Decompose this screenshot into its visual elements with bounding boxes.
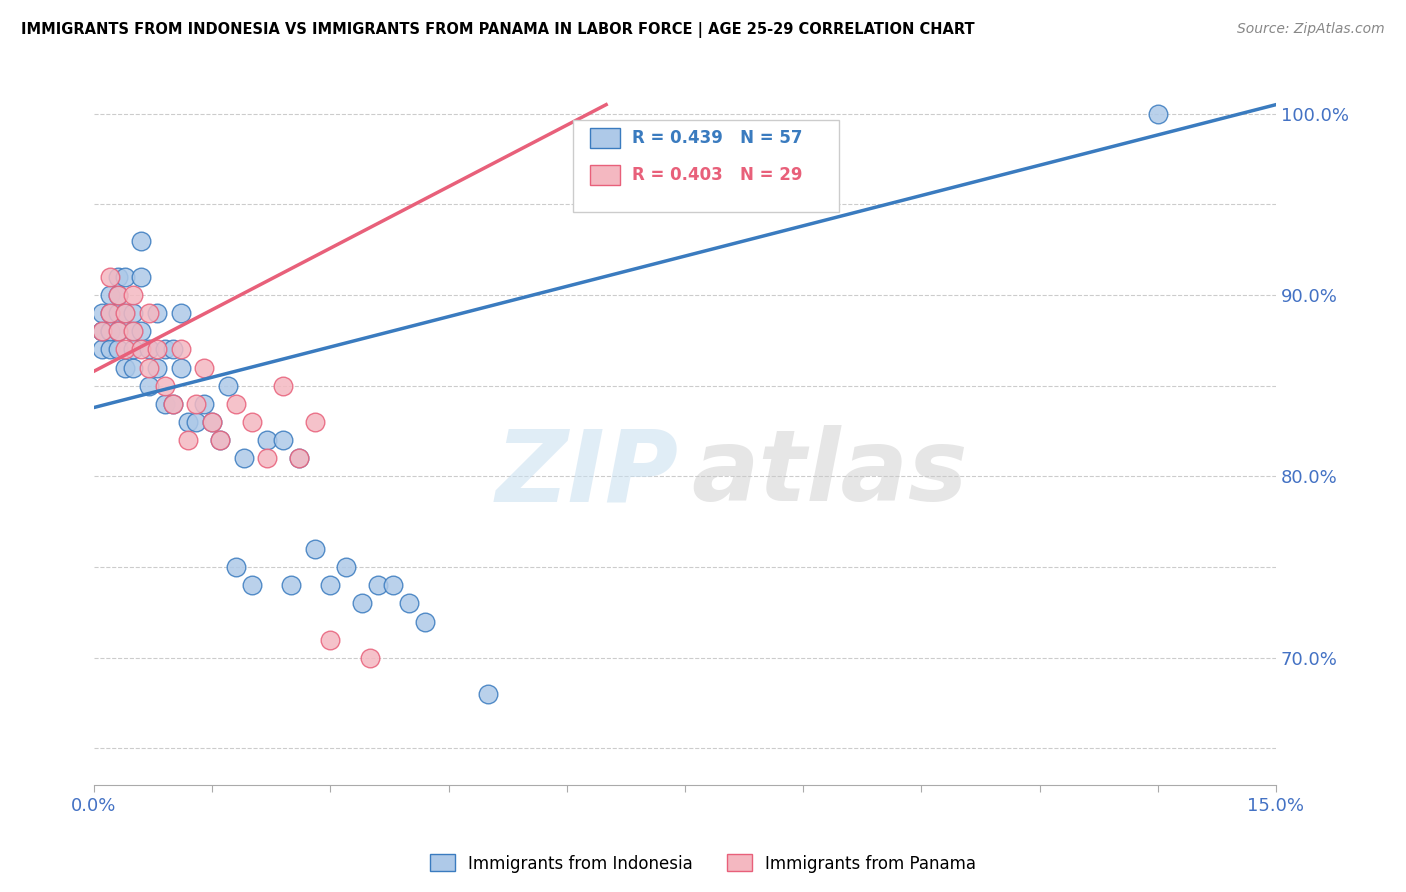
Point [90, 343, 112, 357]
Point [319, 578, 342, 592]
Point [114, 343, 136, 357]
Point [114, 306, 136, 320]
Point [477, 687, 499, 701]
FancyBboxPatch shape [572, 120, 838, 211]
Point [240, 415, 263, 429]
Point [107, 306, 129, 320]
Text: Source: ZipAtlas.com: Source: ZipAtlas.com [1237, 22, 1385, 37]
Point [304, 541, 326, 556]
Point [288, 451, 311, 466]
Point [335, 560, 357, 574]
Point [138, 360, 160, 375]
Point [98, 343, 121, 357]
Text: atlas: atlas [690, 425, 967, 522]
Point [162, 397, 184, 411]
Point [98, 324, 121, 338]
Point [146, 343, 169, 357]
Point [162, 343, 184, 357]
Point [240, 578, 263, 592]
Point [90, 324, 112, 338]
Point [169, 360, 191, 375]
Point [359, 650, 381, 665]
Point [153, 378, 176, 392]
Point [271, 433, 294, 447]
Point [169, 306, 191, 320]
Point [232, 451, 254, 466]
Point [98, 306, 121, 320]
Point [107, 288, 129, 302]
Point [304, 415, 326, 429]
FancyBboxPatch shape [591, 128, 620, 148]
Point [114, 360, 136, 375]
Point [217, 378, 239, 392]
Point [382, 578, 405, 592]
Point [225, 560, 247, 574]
Point [90, 324, 112, 338]
Point [146, 360, 169, 375]
Point [169, 343, 191, 357]
Point [98, 288, 121, 302]
Point [177, 433, 200, 447]
Point [122, 306, 145, 320]
Point [138, 306, 160, 320]
Point [153, 343, 176, 357]
Point [350, 596, 373, 610]
Point [129, 343, 152, 357]
Point [367, 578, 389, 592]
Text: ZIP: ZIP [496, 425, 679, 522]
Point [208, 433, 231, 447]
Point [186, 415, 208, 429]
Point [122, 324, 145, 338]
Text: R = 0.439   N = 57: R = 0.439 N = 57 [631, 129, 803, 147]
Point [413, 615, 436, 629]
Point [98, 269, 121, 284]
Point [107, 288, 129, 302]
Point [114, 269, 136, 284]
Point [138, 378, 160, 392]
Point [1146, 106, 1168, 120]
Point [107, 343, 129, 357]
Point [193, 360, 215, 375]
Point [98, 324, 121, 338]
Point [114, 306, 136, 320]
Point [107, 269, 129, 284]
Point [201, 415, 224, 429]
Point [122, 343, 145, 357]
Point [138, 343, 160, 357]
Point [107, 324, 129, 338]
Point [256, 451, 278, 466]
Point [90, 306, 112, 320]
Legend: Immigrants from Indonesia, Immigrants from Panama: Immigrants from Indonesia, Immigrants fr… [423, 847, 983, 880]
Point [153, 397, 176, 411]
Point [146, 306, 169, 320]
Point [225, 397, 247, 411]
Point [193, 397, 215, 411]
FancyBboxPatch shape [591, 165, 620, 185]
Point [177, 415, 200, 429]
Point [90, 324, 112, 338]
Text: R = 0.403   N = 29: R = 0.403 N = 29 [631, 166, 803, 184]
Point [398, 596, 420, 610]
Point [208, 433, 231, 447]
Point [162, 397, 184, 411]
Point [122, 324, 145, 338]
Point [122, 288, 145, 302]
Point [122, 360, 145, 375]
Point [256, 433, 278, 447]
Point [98, 306, 121, 320]
Point [288, 451, 311, 466]
Point [186, 397, 208, 411]
Point [319, 632, 342, 647]
Point [129, 324, 152, 338]
Point [129, 234, 152, 248]
Point [271, 378, 294, 392]
Point [107, 324, 129, 338]
Point [129, 269, 152, 284]
Point [201, 415, 224, 429]
Text: IMMIGRANTS FROM INDONESIA VS IMMIGRANTS FROM PANAMA IN LABOR FORCE | AGE 25-29 C: IMMIGRANTS FROM INDONESIA VS IMMIGRANTS … [21, 22, 974, 38]
Point [280, 578, 302, 592]
